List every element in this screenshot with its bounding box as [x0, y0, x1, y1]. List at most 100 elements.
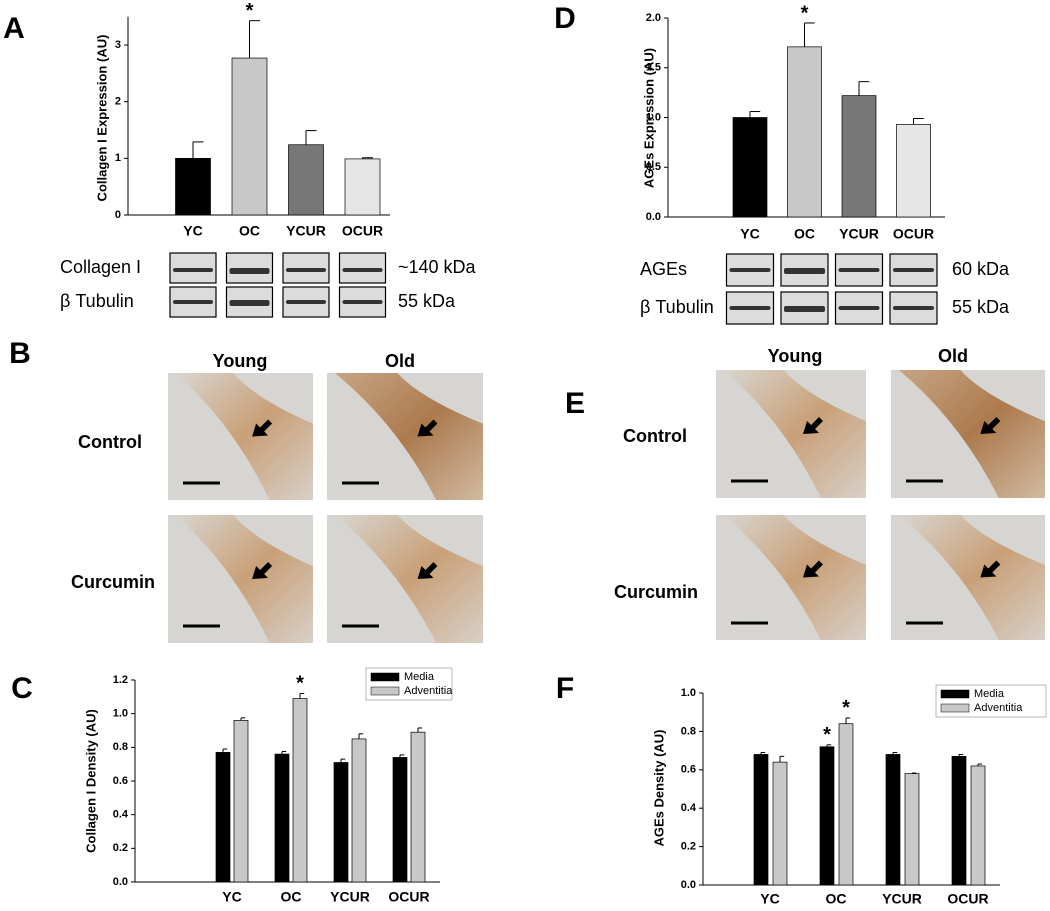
y-tick-label: 1.0: [646, 111, 661, 123]
bar: [392, 757, 408, 883]
legend-label: Adventitia: [974, 702, 1023, 714]
blot-band: [173, 268, 213, 272]
bar: [819, 746, 835, 886]
y-tick-label: 1: [115, 152, 121, 164]
significance-star: *: [246, 0, 254, 22]
y-tick-label: 0.0: [113, 876, 128, 888]
blot-band: [342, 300, 383, 304]
y-axis-label: AGEs Density (AU): [651, 729, 666, 846]
bar: [231, 57, 268, 216]
significance-star: *: [296, 673, 304, 695]
x-tick-label: YCUR: [839, 226, 879, 242]
arrow: [417, 419, 438, 437]
x-tick-label: OCUR: [388, 889, 429, 905]
panel-letter: B: [9, 337, 31, 370]
histology-image: [716, 515, 866, 640]
y-tick-label: 0.2: [681, 841, 696, 853]
bar: [333, 762, 349, 883]
histology-image: [327, 373, 483, 500]
blot-band: [784, 268, 825, 274]
legend-swatch: [940, 689, 970, 699]
histology-image: [168, 515, 313, 643]
y-tick-label: 2.0: [646, 12, 661, 24]
blot-band: [286, 268, 326, 272]
x-tick-label: YC: [760, 891, 779, 906]
bar: [838, 723, 854, 886]
blot-band: [229, 300, 270, 306]
tissue: [723, 515, 866, 640]
x-tick-label: OC: [281, 889, 302, 905]
y-tick-label: 0.2: [113, 842, 128, 854]
panel-letter: A: [3, 12, 25, 45]
x-tick-label: OC: [826, 891, 847, 906]
y-tick-label: 2: [115, 96, 121, 108]
significance-star: *: [823, 724, 831, 746]
row-label: Control: [78, 432, 142, 452]
blot-label: Collagen I: [60, 257, 141, 277]
bar: [753, 754, 769, 886]
blot-label: AGEs: [640, 259, 687, 279]
x-tick-label: OC: [794, 226, 815, 242]
x-tick-label: YC: [740, 226, 759, 242]
legend-swatch: [370, 672, 400, 682]
bar: [410, 731, 426, 883]
tissue: [334, 515, 483, 643]
y-tick-label: 1.5: [646, 62, 661, 74]
y-tick-label: 3: [115, 39, 121, 51]
row-label: Control: [623, 426, 687, 446]
legend-label: Media: [974, 688, 1005, 700]
y-axis-label: Collagen I Density (AU): [83, 709, 98, 853]
bar: [292, 698, 308, 883]
x-tick-label: OC: [239, 223, 260, 239]
bar: [215, 752, 231, 883]
y-tick-label: 1.0: [681, 687, 696, 699]
row-label: Curcumin: [71, 572, 155, 592]
x-tick-label: YCUR: [286, 223, 326, 239]
column-label: Young: [213, 351, 268, 371]
x-tick-label: OCUR: [342, 223, 383, 239]
y-tick-label: 0.0: [646, 211, 661, 223]
blot-label: β Tubulin: [640, 297, 714, 317]
blot-size: 60 kDa: [952, 259, 1010, 279]
x-tick-label: OCUR: [947, 891, 988, 906]
blot-size: 55 kDa: [398, 291, 456, 311]
blot-band: [893, 268, 934, 272]
x-tick-label: YC: [183, 223, 202, 239]
bar: [841, 95, 877, 218]
y-axis-label: AGEs Expression (AU): [641, 48, 656, 188]
y-axis-label: Collagen I Expression (AU): [94, 35, 109, 202]
row-label: Curcumin: [614, 582, 698, 602]
arrow: [252, 562, 273, 579]
histology-image: [891, 370, 1045, 498]
histology-image: [168, 373, 313, 500]
bar: [772, 761, 788, 886]
y-tick-label: 0.8: [113, 741, 128, 753]
bar: [904, 773, 920, 886]
histology-image: [716, 370, 866, 498]
y-tick-label: 0.4: [681, 802, 697, 814]
blot-size: ~140 kDa: [398, 257, 477, 277]
tissue: [175, 515, 313, 643]
legend-swatch: [940, 703, 970, 713]
bar: [175, 157, 211, 216]
bar: [344, 158, 381, 216]
blot-band: [729, 306, 771, 310]
bar: [970, 765, 986, 886]
significance-star: *: [842, 697, 850, 719]
tissue: [898, 515, 1045, 640]
y-tick-label: 1.2: [113, 674, 128, 686]
x-tick-label: YCUR: [330, 889, 370, 905]
blot-band: [286, 300, 326, 304]
blot-band: [229, 268, 270, 274]
blot-band: [729, 268, 771, 272]
bar: [885, 754, 901, 886]
panel-letter: C: [11, 672, 33, 705]
x-tick-label: YC: [222, 889, 241, 905]
y-tick-label: 0.8: [681, 725, 696, 737]
tissue: [334, 373, 483, 500]
arrow: [417, 562, 438, 579]
blot-band: [838, 268, 880, 272]
bar: [732, 117, 768, 218]
blot-band: [838, 306, 880, 310]
